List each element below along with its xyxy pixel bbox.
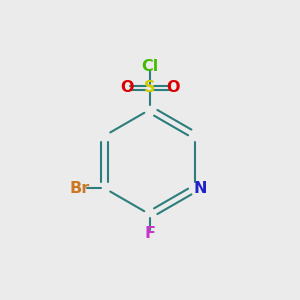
Text: F: F: [145, 226, 155, 242]
Text: N: N: [194, 181, 207, 196]
Text: Br: Br: [70, 181, 90, 196]
Text: O: O: [167, 80, 180, 95]
Text: O: O: [120, 80, 133, 95]
Text: S: S: [144, 80, 156, 95]
Text: Cl: Cl: [141, 59, 159, 74]
